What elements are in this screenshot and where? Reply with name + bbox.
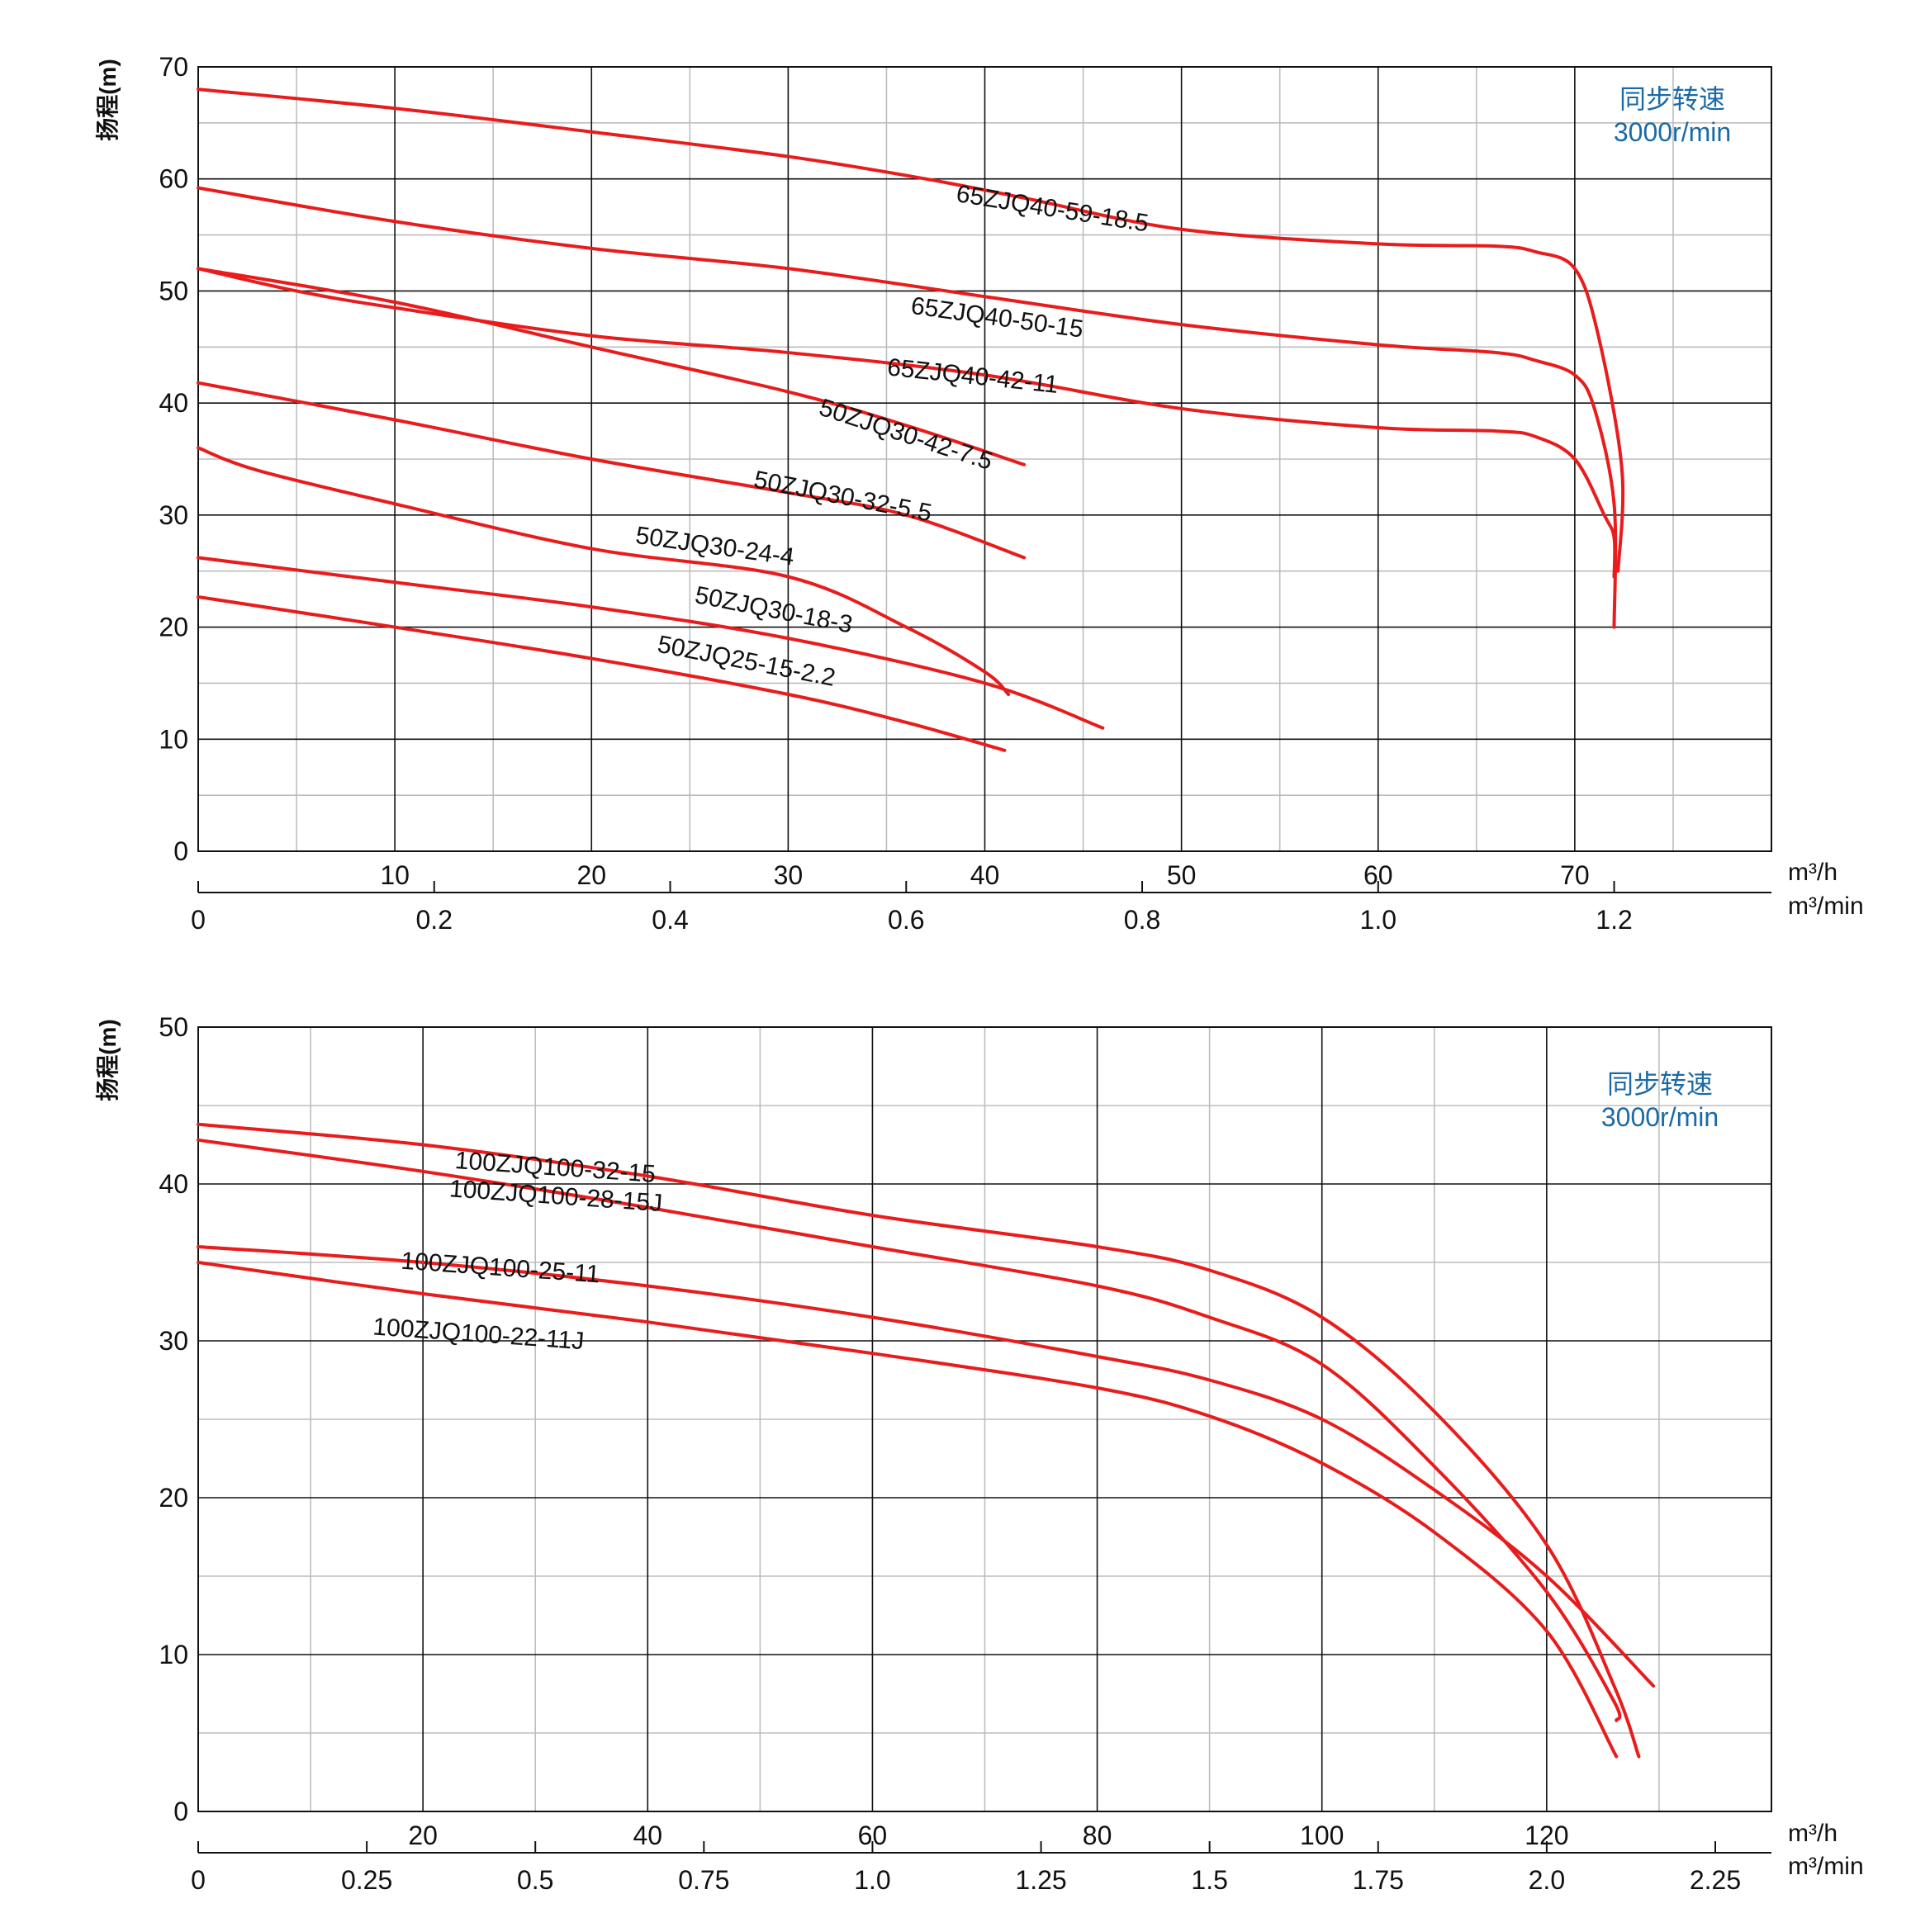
y-tick-label: 20	[159, 1483, 188, 1513]
curve-65ZJQ40-59-18.5	[197, 88, 1625, 573]
plot-frame	[197, 66, 1772, 852]
curve-labels: 65ZJQ40-59-18.565ZJQ40-50-1565ZJQ40-42-1…	[634, 180, 1150, 692]
y-tick-label: 30	[159, 500, 188, 530]
y-axis-label: 扬程(m)	[95, 59, 121, 141]
x-tick-label-secondary: 1.2	[1596, 905, 1632, 935]
curve-label: 65ZJQ40-59-18.5	[955, 180, 1150, 237]
y-tick-label: 50	[159, 276, 188, 305]
x-tick-label-secondary: 0.4	[652, 905, 688, 935]
x-tick-label-primary: 30	[774, 860, 804, 890]
x-tick-label-secondary: 0.25	[341, 1865, 392, 1895]
x-tick-label-primary: 40	[970, 860, 1000, 890]
curve-100ZJQ100-25-11	[197, 1245, 1656, 1688]
curve-labels: 100ZJQ100-32-15100ZJQ100-28-15J100ZJQ100…	[372, 1147, 663, 1355]
curve-100ZJQ100-22-11J	[197, 1261, 1619, 1759]
x-tick-label-secondary: 1.5	[1191, 1865, 1227, 1895]
curves	[197, 1122, 1656, 1759]
x-tick-label-secondary: 1.0	[1360, 905, 1396, 935]
curve-50ZJQ30-42-7.5	[197, 267, 1027, 466]
x-tick-label-primary: 70	[1560, 860, 1590, 890]
x-tick-label-primary: 40	[633, 1821, 662, 1850]
curve-label: 100ZJQ100-25-11	[400, 1248, 600, 1289]
x-tick-label-secondary: 0.5	[517, 1865, 553, 1895]
y-tick-label: 60	[159, 164, 188, 194]
x-tick-label-primary: 50	[1167, 860, 1197, 890]
curve-65ZJQ40-50-15	[197, 186, 1618, 629]
minor-grid	[198, 1027, 1771, 1811]
curve-label: 50ZJQ30-32-5.5	[752, 466, 934, 527]
major-grid	[198, 67, 1771, 851]
x-tick-label-primary: 20	[408, 1821, 438, 1850]
curve-100ZJQ100-28-15J	[197, 1138, 1622, 1722]
speed-annotation-title: 同步转速	[1607, 1069, 1713, 1099]
x-tick-label-secondary: 0	[191, 905, 206, 935]
y-tick-label: 50	[159, 1012, 188, 1042]
speed-annotation-title: 同步转速	[1619, 84, 1725, 114]
y-tick-label: 70	[159, 52, 188, 82]
x-tick-label-primary: 20	[576, 860, 606, 890]
curves	[197, 88, 1625, 752]
x-unit-primary: m³/h	[1788, 859, 1838, 886]
y-tick-label: 0	[173, 1797, 188, 1826]
x-unit-secondary: m³/min	[1788, 893, 1864, 920]
curve-65ZJQ40-42-11	[197, 267, 1617, 579]
x-unit-primary: m³/h	[1788, 1820, 1838, 1847]
x-tick-label-secondary: 2.25	[1690, 1865, 1741, 1895]
x-tick-label-primary: 80	[1083, 1821, 1112, 1850]
curve-label: 65ZJQ40-42-11	[886, 353, 1060, 399]
y-tick-label: 20	[159, 613, 188, 642]
plot-frame	[197, 1026, 1772, 1812]
curve-50ZJQ25-15-2.2	[197, 594, 1007, 752]
speed-annotation-value: 3000r/min	[1614, 117, 1731, 147]
x-tick-label-secondary: 1.0	[854, 1865, 890, 1895]
y-tick-label: 10	[159, 724, 188, 754]
x-tick-label-secondary: 0.8	[1124, 905, 1160, 935]
curve-100ZJQ100-32-15	[197, 1122, 1641, 1759]
curve-50ZJQ30-18-3	[197, 556, 1105, 730]
y-tick-label: 40	[159, 1169, 188, 1199]
y-tick-label: 30	[159, 1326, 188, 1356]
x-tick-label-secondary: 1.25	[1015, 1865, 1066, 1895]
x-tick-label-secondary: 0.2	[416, 905, 453, 935]
x-tick-label-secondary: 0.6	[888, 905, 924, 935]
y-tick-label: 10	[159, 1640, 188, 1669]
curve-label: 100ZJQ100-22-11J	[372, 1313, 585, 1355]
speed-annotation-value: 3000r/min	[1601, 1102, 1719, 1132]
x-tick-label-primary: 10	[380, 860, 410, 890]
x-tick-label-secondary: 1.75	[1353, 1865, 1404, 1895]
curve-50ZJQ30-32-5.5	[197, 381, 1027, 560]
curve-50ZJQ30-24-4	[197, 446, 1011, 696]
x-unit-secondary: m³/min	[1788, 1853, 1864, 1880]
x-tick-label-secondary: 2.0	[1529, 1865, 1565, 1895]
x-tick-label-secondary: 0.75	[678, 1865, 729, 1895]
y-axis-label: 扬程(m)	[95, 1019, 121, 1101]
y-tick-label: 0	[173, 836, 188, 866]
curve-label: 50ZJQ30-42-7.5	[816, 394, 996, 476]
x-tick-label-secondary: 0	[191, 1865, 206, 1895]
y-tick-label: 40	[159, 388, 188, 418]
x-tick-label-primary: 100	[1300, 1821, 1344, 1850]
